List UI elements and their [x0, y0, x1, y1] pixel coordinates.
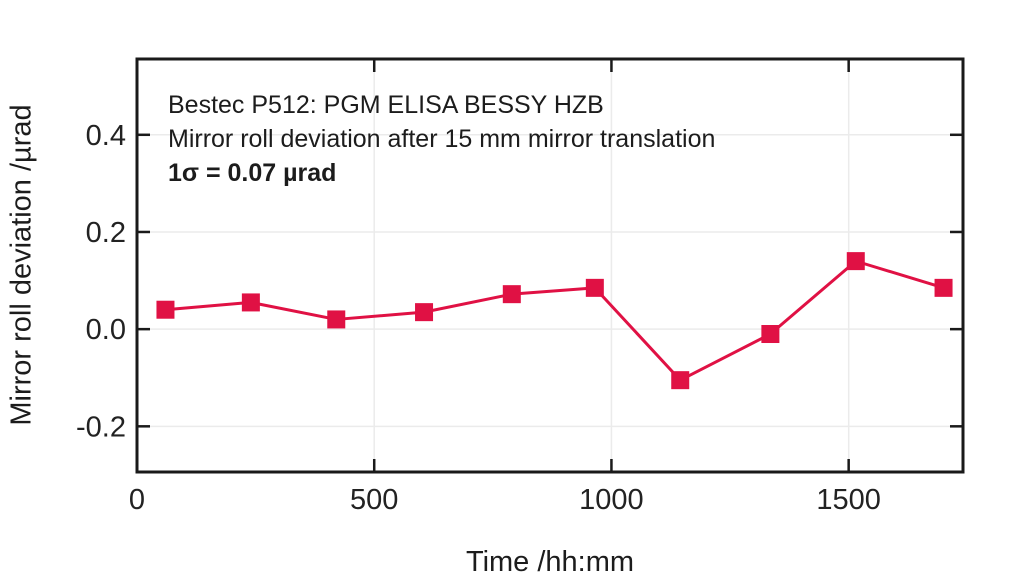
x-tick-label: 0 — [129, 484, 145, 516]
data-point-marker — [761, 325, 780, 344]
data-point-marker — [934, 278, 953, 297]
x-axis-label: Time /hh:mm — [465, 546, 635, 578]
data-line — [163, 259, 946, 382]
x-tick-label: 500 — [350, 484, 398, 516]
data-point-marker — [241, 293, 260, 312]
data-point-marker — [846, 252, 865, 271]
data-point-marker — [156, 300, 175, 319]
plot-frame — [135, 57, 965, 474]
data-point-marker — [502, 285, 521, 304]
chart-annotation: Bestec P512: PGM ELISA BESSY HZB Mirror … — [168, 88, 715, 190]
chart-title: Bestec P512: PGM ELISA BESSY HZB — [168, 91, 604, 119]
y-axis-label: Mirror roll deviation /µrad — [5, 104, 38, 426]
data-point-marker — [671, 371, 690, 390]
y-tick-label: 0.4 — [86, 120, 126, 152]
y-tick-label: 0.0 — [86, 314, 126, 346]
chart-sigma-note: 1σ = 0.07 µrad — [168, 159, 337, 187]
y-tick-label: 0.2 — [86, 217, 126, 249]
data-point-marker — [415, 303, 434, 322]
data-point-marker — [327, 310, 346, 329]
chart-subtitle: Mirror roll deviation after 15 mm mirror… — [168, 125, 716, 153]
x-tick-label: 1000 — [579, 484, 644, 516]
x-tick-label: 1500 — [816, 484, 881, 516]
data-point-marker — [585, 278, 604, 297]
y-tick-label: -0.2 — [76, 411, 126, 443]
